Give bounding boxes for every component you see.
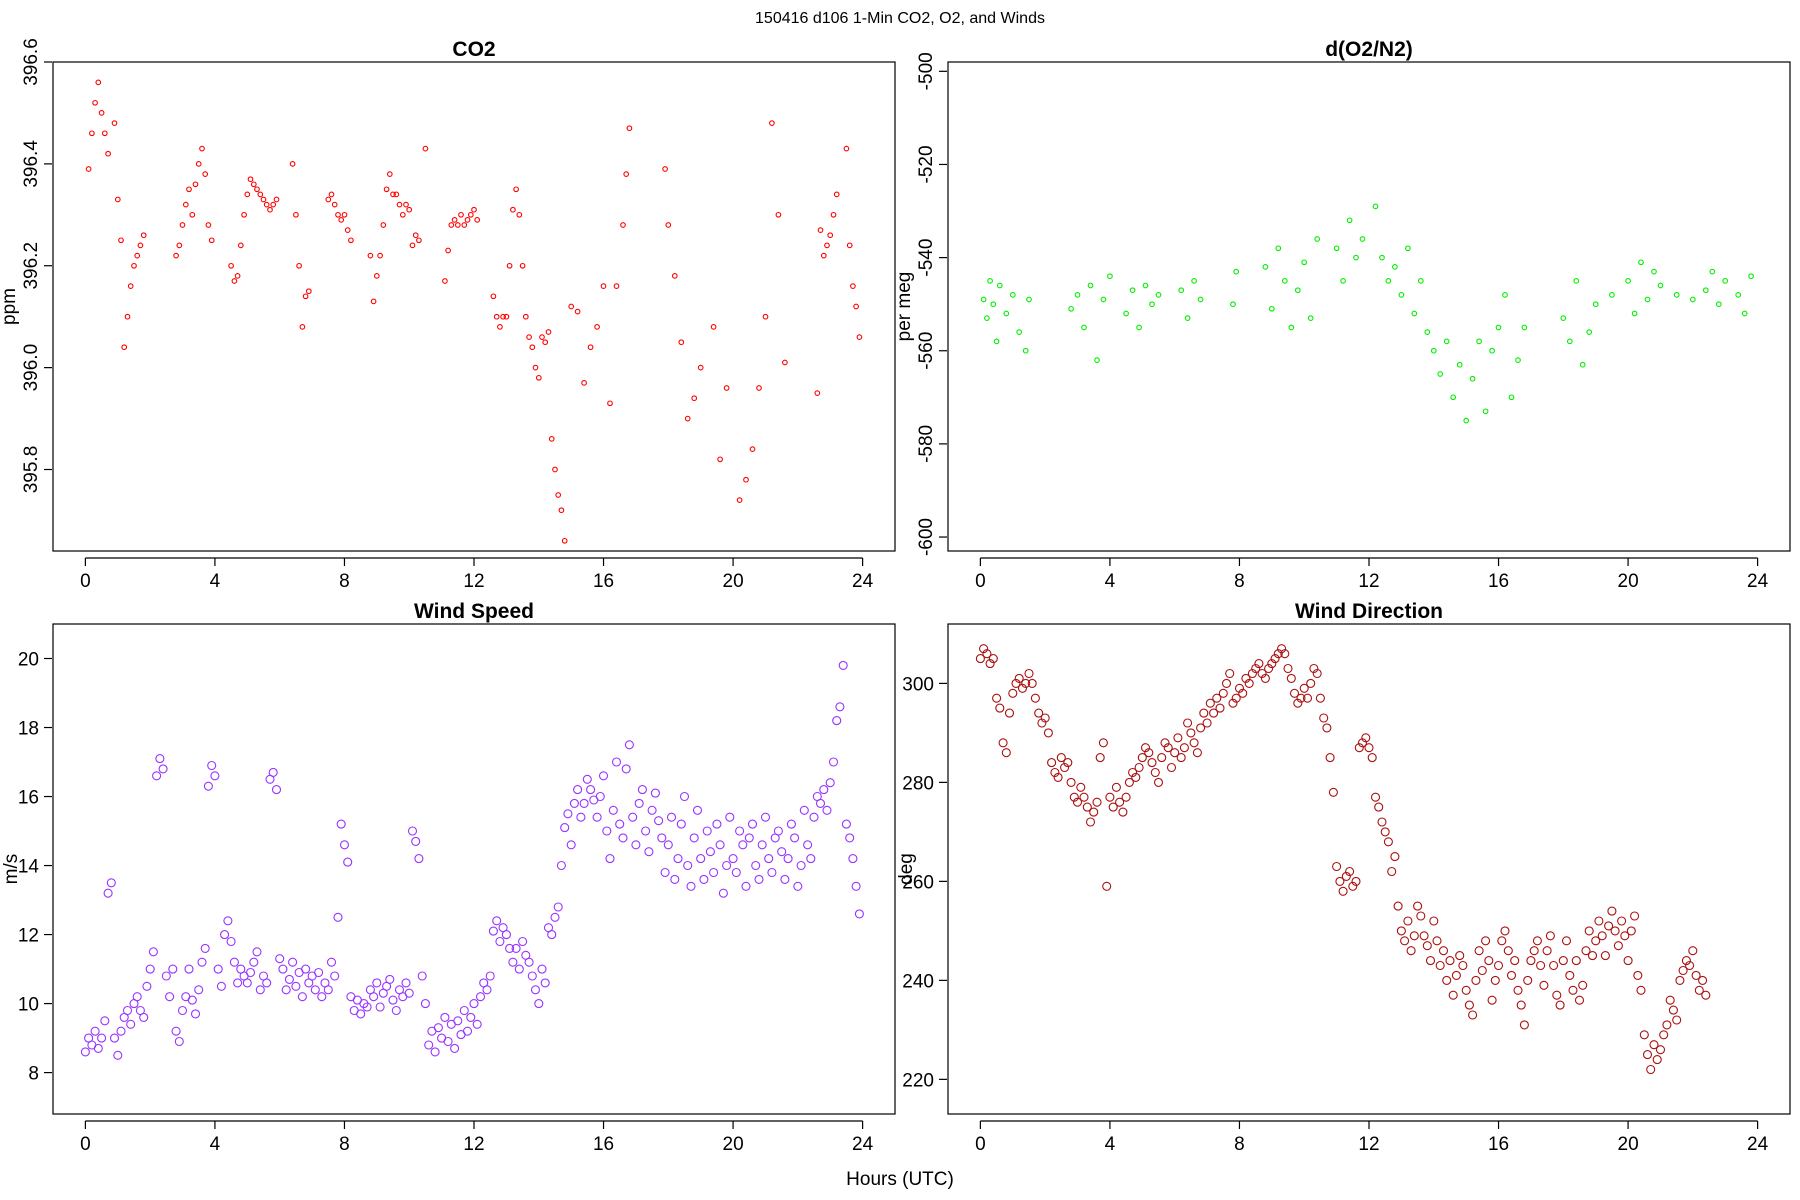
figure-x-axis-label: Hours (UTC): [846, 1169, 954, 1190]
wind-direction-x-tick-label: 4: [1105, 1134, 1116, 1155]
o2-y-tick-label: -520: [916, 145, 937, 183]
o2-x-tick-label: 12: [1358, 571, 1379, 592]
wind-speed-title: Wind Speed: [414, 600, 534, 623]
wind-speed-x-tick-label: 4: [210, 1134, 221, 1155]
wind-speed-x-tick-label: 0: [80, 1134, 91, 1155]
o2-y-tick-label: -560: [916, 332, 937, 370]
o2-x-tick-label: 24: [1747, 571, 1769, 592]
wind-direction-x-tick-label: 8: [1234, 1134, 1245, 1155]
co2-y-tick-label: 396.6: [21, 38, 42, 86]
co2-x-tick-label: 24: [852, 571, 874, 592]
co2-y-tick-label: 396.2: [21, 242, 42, 290]
co2-x-tick-label: 0: [80, 571, 91, 592]
wind-direction-x-tick-label: 20: [1618, 1134, 1639, 1155]
wind-direction-x-tick-label: 24: [1747, 1134, 1769, 1155]
wind-direction-y-tick-label: 220: [902, 1070, 934, 1091]
wind-speed-x-tick-label: 20: [723, 1134, 744, 1155]
o2-x-tick-label: 20: [1618, 571, 1639, 592]
wind-speed-y-axis-label: m/s: [1, 854, 22, 885]
o2-x-tick-label: 8: [1234, 571, 1245, 592]
wind-direction-x-tick-label: 0: [975, 1134, 986, 1155]
o2-y-tick-label: -580: [916, 425, 937, 463]
o2-y-axis-label: per meg: [894, 272, 915, 342]
wind-speed-y-tick-label: 8: [28, 1064, 39, 1085]
wind-speed-y-tick-label: 20: [18, 650, 39, 671]
wind-speed-x-tick-label: 12: [463, 1134, 484, 1155]
figure-title: 150416 d106 1-Min CO2, O2, and Winds: [755, 10, 1045, 27]
o2-y-tick-label: -540: [916, 239, 937, 277]
wind-speed-y-tick-label: 18: [18, 719, 39, 740]
wind-direction-y-axis-label: deg: [896, 853, 917, 885]
co2-title: CO2: [452, 38, 495, 61]
wind-speed-y-tick-label: 10: [18, 995, 39, 1016]
wind-speed-y-tick-label: 16: [18, 788, 39, 809]
co2-y-tick-label: 396.0: [21, 344, 42, 392]
o2-x-tick-label: 16: [1488, 571, 1509, 592]
co2-y-tick-label: 396.4: [21, 140, 42, 188]
wind-speed-x-tick-label: 8: [339, 1134, 350, 1155]
wind-speed-x-tick-label: 16: [593, 1134, 614, 1155]
wind-direction-title: Wind Direction: [1295, 600, 1443, 623]
co2-x-tick-label: 8: [339, 571, 350, 592]
o2-y-tick-label: -500: [916, 52, 937, 90]
co2-x-tick-label: 4: [210, 571, 221, 592]
wind-direction-y-tick-label: 300: [902, 674, 934, 695]
co2-x-tick-label: 16: [593, 571, 614, 592]
co2-y-tick-label: 395.8: [21, 446, 42, 494]
wind-direction-x-tick-label: 16: [1488, 1134, 1509, 1155]
o2-y-tick-label: -600: [916, 518, 937, 556]
wind-direction-y-tick-label: 240: [902, 971, 934, 992]
co2-x-tick-label: 20: [723, 571, 744, 592]
co2-x-tick-label: 12: [463, 571, 484, 592]
wind-speed-y-tick-label: 12: [18, 926, 39, 947]
wind-speed-x-tick-label: 24: [852, 1134, 874, 1155]
wind-direction-y-tick-label: 280: [902, 773, 934, 794]
o2-title: d(O2/N2): [1325, 38, 1413, 61]
wind-direction-x-tick-label: 12: [1358, 1134, 1379, 1155]
o2-x-tick-label: 4: [1105, 571, 1116, 592]
figure: 150416 d106 1-Min CO2, O2, and Winds Hou…: [0, 0, 1800, 1200]
o2-x-tick-label: 0: [975, 571, 986, 592]
co2-y-axis-label: ppm: [0, 288, 20, 325]
